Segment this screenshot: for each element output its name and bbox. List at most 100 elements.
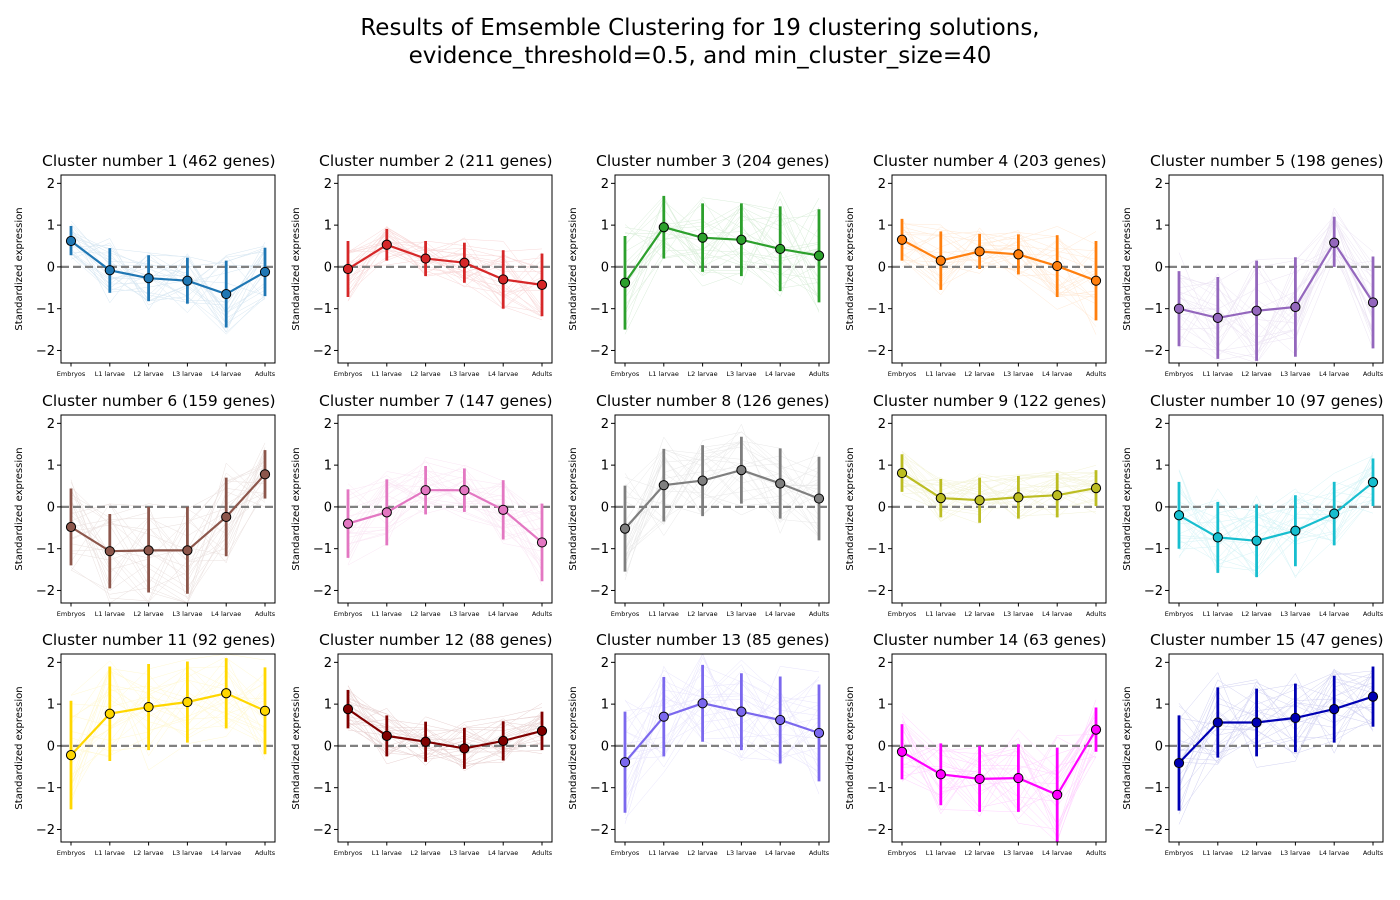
gene-trace	[1178, 472, 1374, 542]
x-tick-label: L3 larvae	[1003, 370, 1033, 378]
mean-point	[342, 704, 354, 715]
gene-trace	[70, 253, 266, 310]
gene-trace	[624, 463, 820, 576]
gene-trace	[1178, 471, 1374, 559]
x-tick-label: L1 larvae	[1203, 610, 1233, 618]
gene-trace	[1178, 488, 1374, 559]
gene-trace	[624, 708, 820, 820]
mean-point	[536, 537, 548, 548]
gene-trace	[347, 230, 543, 314]
gene-trace	[70, 480, 266, 604]
y-tick-label: −1	[1144, 781, 1163, 796]
mean-point	[1013, 772, 1024, 784]
mean-point	[658, 480, 669, 491]
x-tick-label: Adults	[1363, 610, 1384, 618]
gene-trace	[624, 197, 820, 302]
mean-point	[1052, 490, 1063, 501]
x-tick-label: L4 larvae	[211, 849, 241, 857]
x-tick-label: L4 larvae	[1042, 610, 1072, 618]
figure-title: Results of Emsemble Clustering for 19 cl…	[0, 14, 1400, 70]
mean-point	[1052, 789, 1063, 800]
x-tick-label: L1 larvae	[372, 370, 402, 378]
gene-trace	[1178, 454, 1374, 550]
gene-trace	[70, 480, 266, 594]
gene-trace	[901, 713, 1097, 813]
mean-point	[1251, 535, 1262, 546]
gene-trace	[347, 685, 543, 760]
gene-trace	[347, 469, 543, 586]
y-tick-label: 2	[47, 656, 55, 671]
gene-trace	[70, 667, 266, 771]
y-tick-label: −1	[867, 542, 886, 557]
panel-title: Cluster number 14 (63 genes)	[873, 631, 1107, 649]
mean-point	[1090, 483, 1102, 494]
y-axis-label: Standardized expression	[14, 207, 25, 330]
mean-point	[813, 493, 825, 504]
y-tick-label: 1	[601, 698, 609, 713]
y-axis-label: Standardized expression	[568, 686, 579, 809]
gene-trace	[70, 656, 266, 782]
gene-trace	[901, 472, 1097, 493]
y-tick-label: 1	[1155, 219, 1163, 234]
mean-point	[775, 714, 786, 726]
panel-title: Cluster number 13 (85 genes)	[596, 631, 830, 649]
mean-line	[624, 702, 820, 763]
gene-trace	[347, 716, 543, 761]
mean-point	[104, 546, 115, 557]
gene-trace	[347, 700, 543, 751]
panel-title: Cluster number 8 (126 genes)	[596, 392, 830, 410]
y-tick-label: 1	[47, 219, 55, 234]
axes-frame	[337, 174, 553, 364]
gene-trace	[901, 229, 1097, 296]
mean-point	[342, 518, 354, 529]
mean-point	[974, 773, 985, 785]
gene-trace	[901, 232, 1097, 281]
x-tick-label: Adults	[809, 610, 830, 618]
gene-trace	[1178, 484, 1374, 569]
cluster-panel-13: Cluster number 13 (85 genes) −2 −1 0 1 2 Embry…	[568, 631, 830, 857]
mean-point	[459, 743, 470, 754]
gene-trace	[901, 726, 1097, 833]
axes-frame	[1168, 653, 1384, 843]
gene-trace	[70, 464, 266, 551]
mean-line	[70, 240, 266, 296]
mean-point	[658, 222, 669, 233]
gene-trace	[901, 475, 1097, 499]
y-tick-label: 1	[324, 459, 332, 474]
gene-trace	[1178, 682, 1374, 815]
mean-line	[347, 708, 543, 750]
gene-trace	[347, 711, 543, 758]
x-tick-label: L3 larvae	[726, 610, 756, 618]
gene-trace	[901, 737, 1097, 841]
x-tick-label: L1 larvae	[95, 849, 125, 857]
x-tick-label: L1 larvae	[926, 849, 956, 857]
cluster-panel-10: Cluster number 10 (97 genes) −2 −1 0 1 2 Embry…	[1122, 392, 1384, 618]
gene-trace	[347, 690, 543, 764]
x-tick-label: L4 larvae	[211, 610, 241, 618]
mean-point	[65, 521, 77, 533]
x-tick-label: L2 larvae	[965, 610, 995, 618]
gene-trace	[347, 698, 543, 748]
cluster-panel-3: Cluster number 3 (204 genes) −2 −1 0 1 2 Embry…	[568, 152, 830, 378]
gene-trace	[70, 452, 266, 568]
mean-point	[498, 504, 509, 515]
gene-trace	[70, 664, 266, 741]
mean-point	[459, 485, 470, 496]
x-tick-label: L3 larvae	[726, 370, 756, 378]
gene-trace	[70, 454, 266, 574]
y-tick-label: −2	[313, 823, 332, 838]
axes-frame	[614, 174, 830, 364]
gene-trace	[347, 484, 543, 535]
x-tick-label: L3 larvae	[172, 370, 202, 378]
gene-trace	[624, 431, 820, 526]
panel-title: Cluster number 11 (92 genes)	[42, 631, 276, 649]
x-tick-label: L4 larvae	[211, 370, 241, 378]
y-tick-label: −2	[590, 584, 609, 599]
gene-traces	[347, 457, 543, 586]
gene-trace	[624, 459, 820, 564]
y-tick-label: 1	[601, 219, 609, 234]
mean-point	[697, 232, 708, 243]
gene-trace	[70, 472, 266, 590]
gene-trace	[1178, 482, 1374, 565]
mean-point	[381, 730, 392, 741]
